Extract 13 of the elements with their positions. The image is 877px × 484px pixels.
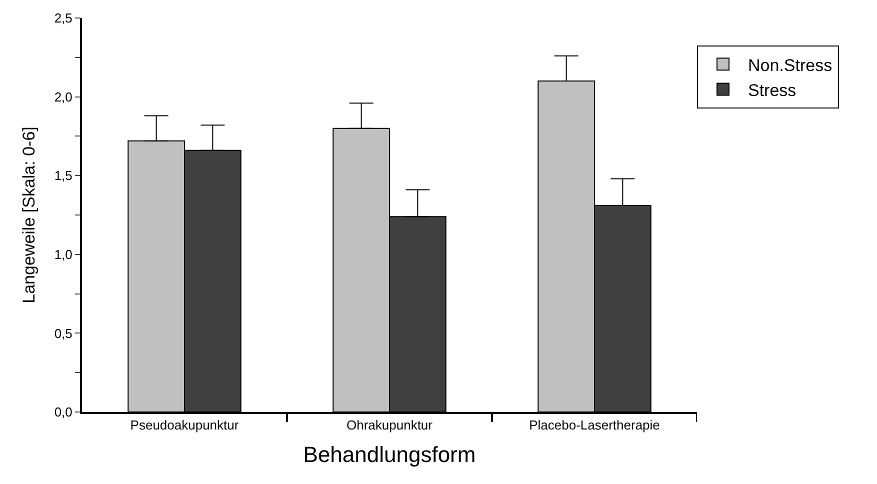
y-tick-label: 0,0: [54, 404, 72, 420]
x-axis-title: Behandlungsform: [303, 442, 476, 467]
y-tick-label: 0,5: [54, 326, 72, 341]
legend-label: Stress: [748, 80, 796, 100]
y-tick-label: 1,5: [54, 168, 72, 184]
y-tick-label: 1,0: [54, 246, 72, 262]
y-tick-label: 2,0: [54, 89, 72, 104]
x-tick-label: Ohrakupunktur: [346, 418, 434, 433]
y-axis-title: Langeweile [Skala: 0-6]: [19, 126, 38, 304]
x-tick-label: Pseudoakupunktur: [130, 418, 240, 433]
x-tick-label: Placebo-Lasertherapie: [529, 418, 660, 433]
y-tick-label: 2,5: [54, 10, 72, 26]
legend-label: Non.Stress: [748, 56, 832, 75]
